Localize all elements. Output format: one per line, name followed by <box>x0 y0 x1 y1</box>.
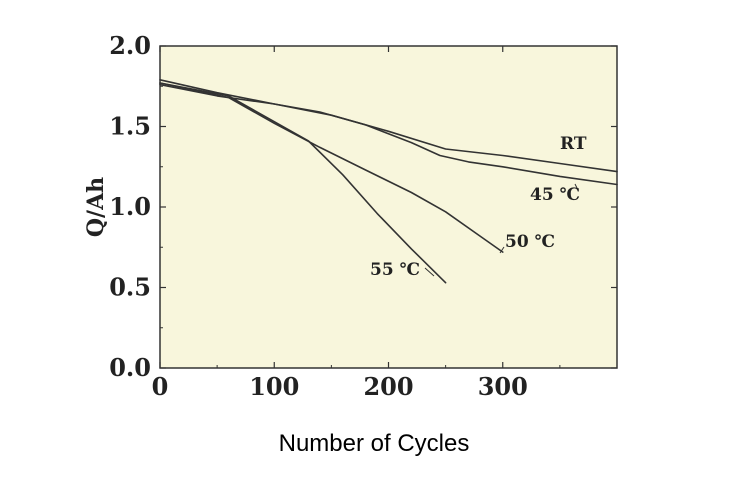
y-tick-label: 2.0 <box>109 31 151 60</box>
x-tick-label: 300 <box>478 372 528 401</box>
y-tick-label: 1.5 <box>109 112 151 141</box>
x-tick-labels: 0 100 200 300 <box>152 372 528 401</box>
y-axis-label: Q/Ah <box>83 177 109 237</box>
y-tick-label: 0.0 <box>109 353 151 382</box>
series-label-2: 45 ℃ <box>530 185 580 205</box>
series-line-2 <box>159 83 618 186</box>
annotation-leader <box>499 246 505 254</box>
x-tick-label: 0 <box>152 372 169 401</box>
x-tick-label: 100 <box>249 372 299 401</box>
x-axis-label: Number of Cycles <box>279 430 470 457</box>
annotation-leader <box>574 183 579 191</box>
y-tick-label: 0.5 <box>109 273 151 302</box>
x-tick-label: 200 <box>363 372 413 401</box>
series-label-3: 50 ℃ <box>505 232 555 252</box>
y-tick-label: 1.0 <box>109 192 151 221</box>
series-line-4 <box>159 82 447 284</box>
series-label-4: 55 ℃ <box>370 260 420 280</box>
series-layer <box>159 79 618 284</box>
y-tick-labels: 0.0 0.5 1.0 1.5 2.0 <box>109 31 151 382</box>
series-annotations: RT 45 ℃ 50 ℃ 55 ℃ <box>370 134 587 280</box>
series-line-3 <box>159 82 504 253</box>
series-label-1: RT <box>560 134 587 154</box>
series-line-1 <box>159 79 618 173</box>
annotation-leader <box>424 267 435 277</box>
ticks-layer <box>159 45 617 369</box>
